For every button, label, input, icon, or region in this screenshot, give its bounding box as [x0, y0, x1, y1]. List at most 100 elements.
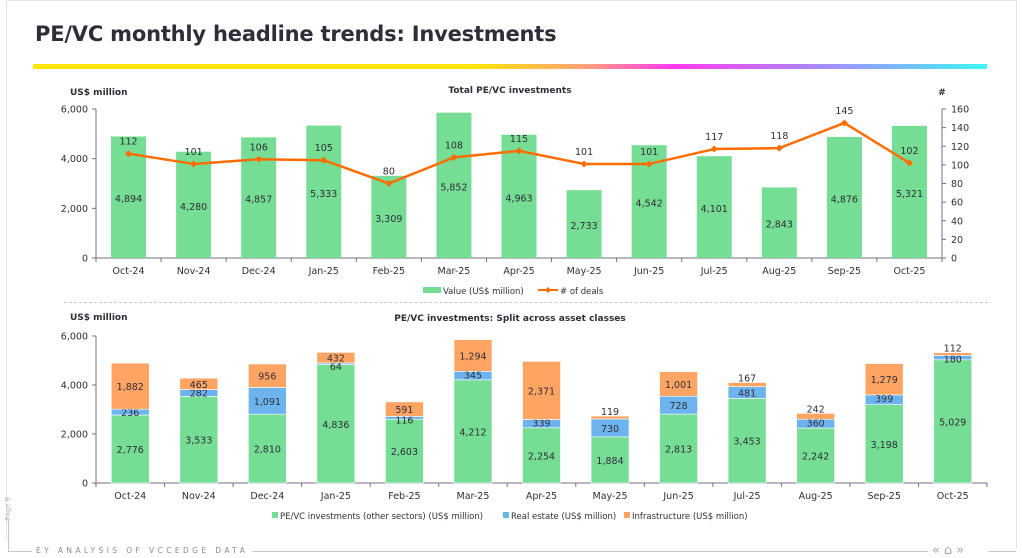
deals-point-label: 101	[575, 147, 593, 158]
chart-divider	[64, 302, 988, 303]
legend-label: PE/VC investments (other sectors) (US$ m…	[280, 512, 483, 522]
value-bar-label: 4,542	[636, 199, 663, 210]
value-bar	[696, 156, 732, 258]
legend-swatch	[272, 512, 278, 518]
other-sectors-segment	[864, 404, 904, 484]
other-sectors-segment-label: 4,212	[459, 427, 486, 438]
other-sectors-segment	[796, 427, 835, 484]
real-estate-segment-label: 399	[875, 394, 893, 405]
real-estate-segment-label: 64	[330, 362, 342, 373]
deals-point-marker	[840, 119, 848, 127]
x-tick-label: Mar-25	[457, 491, 490, 502]
x-tick-label: Sep-25	[867, 491, 900, 502]
infrastructure-segment-label: 465	[190, 380, 208, 391]
x-tick-label: Jan-25	[308, 266, 339, 277]
x-tick-label: Feb-25	[373, 266, 405, 277]
x-tick-label: Dec-24	[250, 491, 284, 502]
x-tick-label: Aug-25	[762, 266, 796, 277]
infrastructure-segment-label: 112	[944, 344, 962, 355]
other-sectors-segment-label: 1,884	[596, 456, 623, 467]
footer-rule-right	[988, 551, 1016, 552]
y2-tick-label: 60	[951, 198, 963, 209]
infrastructure-segment-label: 591	[395, 405, 413, 416]
other-sectors-segment-label: 3,533	[185, 436, 212, 447]
infrastructure-segment-label: 2,371	[528, 386, 555, 397]
deals-point-marker	[515, 147, 523, 155]
deals-point-label: 106	[250, 142, 268, 153]
real-estate-segment-label: 1,091	[254, 397, 281, 408]
infrastructure-segment	[248, 363, 287, 388]
value-bar	[891, 125, 927, 258]
other-sectors-segment-label: 2,242	[802, 452, 829, 463]
next-page-icon[interactable]: »	[956, 543, 965, 558]
deals-point-marker	[580, 160, 588, 168]
value-bar-label: 3,309	[375, 214, 402, 225]
infrastructure-segment-label: 432	[327, 354, 345, 365]
value-bar	[176, 151, 212, 258]
x-tick-label: Jun-25	[633, 266, 664, 277]
value-bar-label: 4,280	[180, 202, 207, 213]
value-bar	[371, 175, 407, 258]
legend-label-deals: # of deals	[560, 287, 604, 297]
other-sectors-segment-label: 2,813	[665, 445, 692, 456]
x-tick-label: Jul-25	[733, 491, 761, 502]
footer-rule-middle	[252, 551, 928, 552]
deals-point-marker	[710, 145, 718, 153]
real-estate-segment-label: 282	[190, 389, 208, 400]
deals-point-label: 115	[510, 134, 528, 145]
deals-point-label: 118	[770, 131, 788, 142]
y2-tick-label: 140	[951, 123, 969, 134]
other-sectors-segment	[933, 359, 973, 484]
y-tick-label: 4,000	[61, 154, 88, 165]
deals-point-marker	[320, 156, 328, 164]
deals-point-label: 101	[640, 147, 658, 158]
x-tick-label: Dec-24	[242, 266, 276, 277]
x-tick-label: Feb-25	[388, 491, 420, 502]
other-sectors-segment-label: 2,603	[391, 447, 418, 458]
other-sectors-segment-label: 3,198	[871, 440, 898, 451]
title-gradient-bar	[33, 64, 987, 69]
page-frame-right	[1016, 0, 1017, 548]
infrastructure-segment	[590, 415, 630, 420]
x-tick-label: Oct-25	[893, 266, 925, 277]
deals-point-marker	[450, 153, 458, 161]
value-bar-label: 4,876	[831, 194, 858, 205]
x-tick-label: Oct-24	[113, 266, 145, 277]
other-sectors-segment-label: 4,836	[322, 420, 349, 431]
y2-tick-label: 160	[951, 105, 969, 116]
infrastructure-segment	[385, 401, 424, 417]
x-tick-label: May-25	[593, 491, 628, 502]
x-tick-label: Mar-25	[438, 266, 471, 277]
y2-tick-label: 0	[951, 254, 957, 265]
infrastructure-segment-label: 242	[807, 404, 825, 415]
chart-title: Total PE/VC investments	[448, 86, 571, 96]
page-frame-left	[6, 0, 7, 540]
other-sectors-segment	[110, 414, 150, 484]
x-tick-label: Jul-25	[700, 266, 728, 277]
infrastructure-segment-label: 119	[601, 407, 619, 418]
infrastructure-segment	[864, 363, 904, 396]
infrastructure-segment	[179, 377, 219, 390]
x-tick-label: Sep-25	[828, 266, 861, 277]
infrastructure-segment-label: 1,294	[459, 352, 486, 363]
other-sectors-segment	[590, 436, 630, 484]
legend-swatch	[503, 512, 509, 518]
deals-point-label: 102	[900, 146, 918, 157]
x-tick-label: Jan-25	[320, 491, 351, 502]
real-estate-segment-label: 730	[601, 424, 619, 435]
home-icon[interactable]: ⌂	[943, 543, 953, 558]
value-bar	[761, 187, 797, 258]
y2-tick-label: 20	[951, 235, 963, 246]
previous-page-icon[interactable]: «	[932, 543, 940, 558]
other-sectors-segment-label: 2,810	[254, 445, 281, 456]
y-axis-title: US$ million	[70, 313, 128, 323]
x-tick-label: Oct-25	[937, 491, 969, 502]
y-tick-label: 6,000	[61, 332, 88, 343]
x-tick-label: Oct-24	[114, 491, 146, 502]
other-sectors-segment	[659, 413, 698, 484]
deals-point-label: 117	[705, 132, 723, 143]
y-tick-label: 0	[82, 254, 88, 265]
other-sectors-segment-label: 5,029	[939, 417, 966, 428]
infrastructure-segment-label: 956	[258, 372, 276, 383]
other-sectors-segment	[179, 396, 219, 484]
